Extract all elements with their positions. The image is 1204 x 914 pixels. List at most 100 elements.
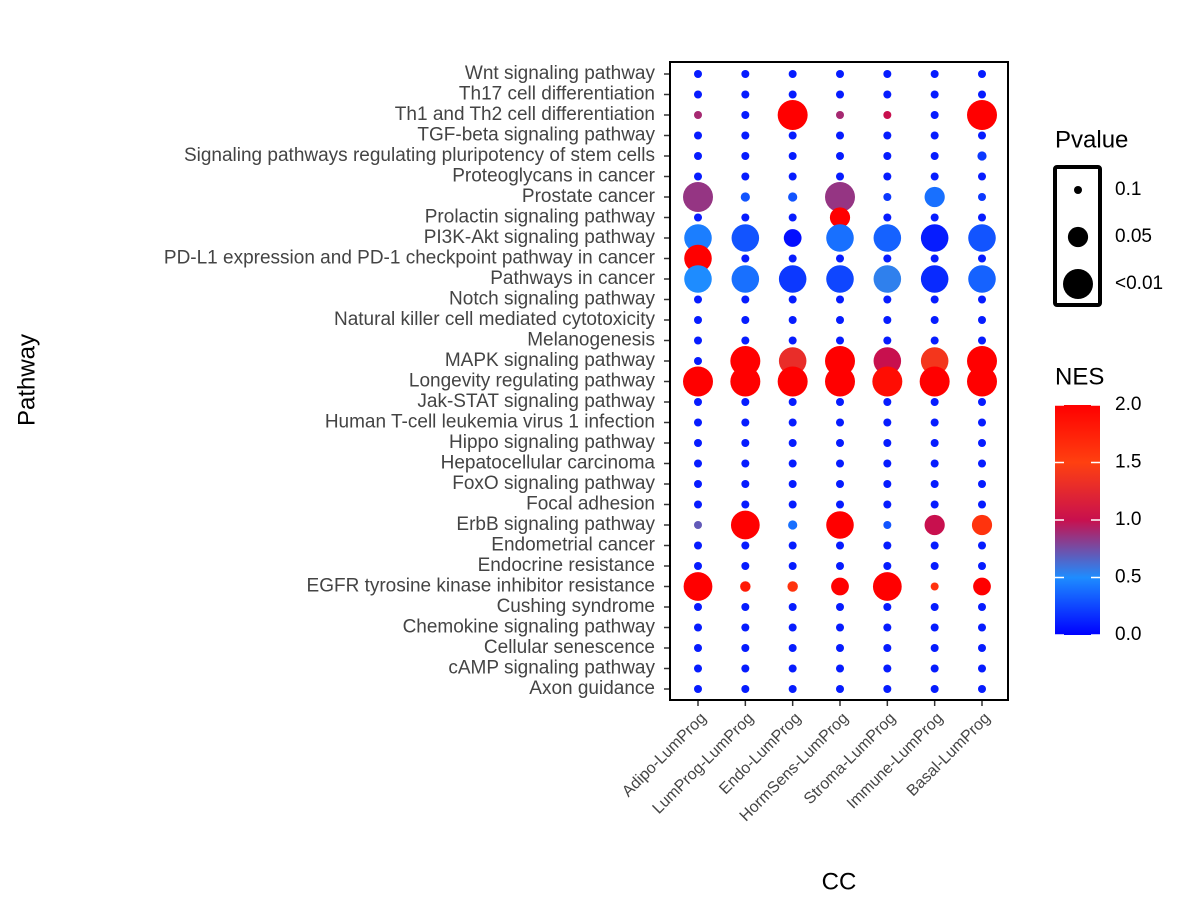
dot xyxy=(836,480,844,488)
dot xyxy=(978,316,986,324)
dot xyxy=(694,152,702,160)
dot xyxy=(788,152,797,160)
dot xyxy=(694,480,702,488)
dot xyxy=(883,480,892,488)
y-tick-label: TGF-beta signaling pathway xyxy=(417,125,655,146)
dot xyxy=(694,90,702,99)
dot xyxy=(978,213,986,222)
dot xyxy=(826,224,854,252)
dot xyxy=(694,459,702,468)
dot xyxy=(684,224,712,252)
dot xyxy=(741,500,750,509)
y-tick-label: Melanogenesis xyxy=(527,330,655,351)
dot xyxy=(694,295,702,304)
dot xyxy=(973,577,991,596)
dot xyxy=(777,366,808,397)
dot xyxy=(741,459,750,468)
y-tick-label: Longevity regulating pathway xyxy=(409,371,656,392)
dot xyxy=(788,316,797,324)
dot xyxy=(930,152,939,160)
dot xyxy=(694,172,702,181)
dot xyxy=(883,90,892,99)
dot xyxy=(836,459,844,468)
y-tick-label: cAMP signaling pathway xyxy=(448,658,655,679)
size-legend-label: <0.01 xyxy=(1115,273,1163,294)
dot xyxy=(741,131,750,140)
colorbar-label: 0.0 xyxy=(1115,624,1141,645)
dot xyxy=(788,70,797,78)
dot xyxy=(930,582,939,591)
dot xyxy=(883,521,892,529)
dot xyxy=(825,366,855,397)
dot xyxy=(930,254,939,263)
dot xyxy=(978,480,986,488)
dot xyxy=(883,418,892,427)
dot xyxy=(836,664,844,673)
dot xyxy=(788,623,797,632)
dot xyxy=(978,70,986,78)
y-tick-label: Axon guidance xyxy=(529,678,655,699)
dot xyxy=(920,347,949,375)
dot xyxy=(978,685,986,693)
dot xyxy=(741,562,750,570)
dot xyxy=(930,316,939,324)
dot xyxy=(836,562,844,570)
dot xyxy=(883,152,892,160)
y-tick-label: Jak-STAT signaling pathway xyxy=(417,391,655,412)
dot xyxy=(930,541,939,550)
dot xyxy=(741,172,750,181)
dot xyxy=(978,500,986,509)
dot xyxy=(694,357,702,365)
size-legend-label: 0.1 xyxy=(1115,179,1141,200)
colorbar-label: 2.0 xyxy=(1115,394,1141,415)
dot xyxy=(930,439,939,447)
dot xyxy=(919,366,950,397)
dot xyxy=(788,644,797,652)
dot xyxy=(978,562,986,570)
dot xyxy=(778,265,807,293)
dot xyxy=(788,500,797,509)
dot xyxy=(883,295,892,304)
y-tick-label: Signaling pathways regulating pluripoten… xyxy=(184,145,655,166)
size-legend-box xyxy=(1053,165,1102,307)
dot xyxy=(930,418,939,427)
dot xyxy=(787,581,798,592)
dot xyxy=(873,265,902,293)
size-legend-dot xyxy=(1067,226,1089,248)
dot xyxy=(978,623,986,632)
dot xyxy=(883,70,892,78)
dot xyxy=(740,581,751,592)
dot xyxy=(978,398,986,406)
dot xyxy=(741,90,750,99)
dot xyxy=(741,439,750,447)
dot xyxy=(694,685,702,693)
dot xyxy=(968,265,996,293)
dot xyxy=(930,562,939,570)
size-legend-dot xyxy=(1063,269,1093,299)
dot xyxy=(741,316,750,324)
dot xyxy=(694,131,702,140)
dot xyxy=(836,644,844,652)
dot xyxy=(836,500,844,509)
plot-border xyxy=(669,61,1009,701)
y-tick-label: Hippo signaling pathway xyxy=(449,432,655,453)
dot xyxy=(883,398,892,406)
dot xyxy=(694,500,702,509)
y-tick-label: Endometrial cancer xyxy=(491,535,655,556)
y-tick-label: MAPK signaling pathway xyxy=(445,350,656,371)
dot xyxy=(873,224,902,252)
dot xyxy=(836,418,844,427)
dot xyxy=(741,336,750,345)
y-tick-label: Natural killer cell mediated cytotoxicit… xyxy=(334,309,656,330)
dot xyxy=(883,644,892,652)
dot xyxy=(694,213,702,222)
dot xyxy=(930,213,939,222)
dot xyxy=(694,398,702,406)
y-tick-label: Wnt signaling pathway xyxy=(465,63,656,84)
dot xyxy=(684,244,712,273)
y-tick-label: Th1 and Th2 cell differentiation xyxy=(395,104,655,125)
dot xyxy=(788,172,797,181)
dot xyxy=(825,346,855,376)
dot xyxy=(694,562,702,570)
dot xyxy=(930,500,939,509)
